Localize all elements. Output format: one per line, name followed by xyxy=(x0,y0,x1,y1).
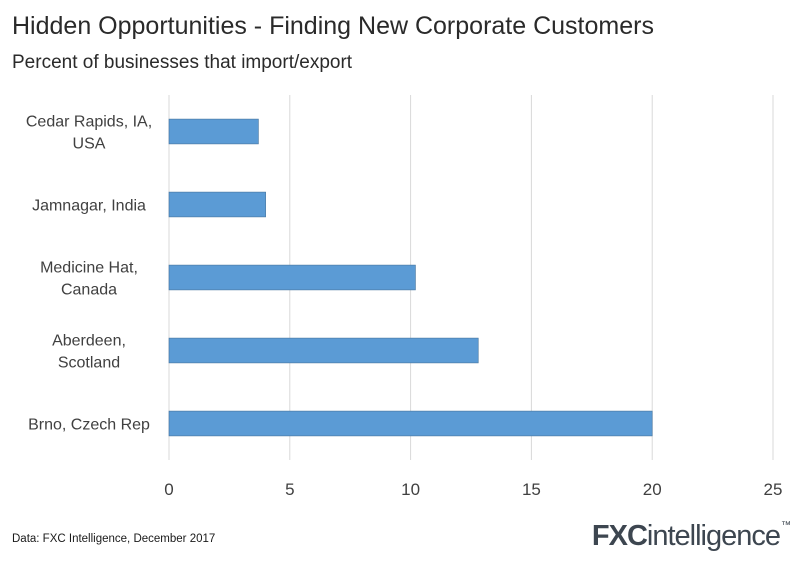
x-tick-label: 20 xyxy=(643,480,662,499)
category-label: Medicine Hat, xyxy=(40,260,138,277)
logo-trademark: ™ xyxy=(781,520,791,531)
x-tick-label: 0 xyxy=(164,480,173,499)
fxc-intelligence-logo: FXCintelligence™ xyxy=(591,520,791,553)
x-tick-label: 25 xyxy=(764,480,783,499)
bar xyxy=(168,264,416,291)
bar xyxy=(168,410,653,437)
bar xyxy=(168,191,266,218)
bar xyxy=(168,118,259,145)
x-tick-label: 10 xyxy=(401,480,420,499)
chart-subtitle: Percent of businesses that import/export xyxy=(12,52,353,73)
source-note: Data: FXC Intelligence, December 2017 xyxy=(12,533,216,545)
chart-title: Hidden Opportunities - Finding New Corpo… xyxy=(12,12,654,40)
category-label: Scotland xyxy=(58,355,120,372)
category-label: USA xyxy=(73,136,106,153)
category-label: Aberdeen, xyxy=(52,333,126,350)
logo-suffix: intelligence xyxy=(646,520,781,552)
logo-prefix: FXC xyxy=(591,520,648,552)
category-label: Jamnagar, India xyxy=(32,198,146,215)
bar xyxy=(168,337,479,364)
category-label: Canada xyxy=(61,282,117,299)
x-tick-label: 5 xyxy=(285,480,294,499)
x-tick-label: 15 xyxy=(522,480,541,499)
category-label: Cedar Rapids, IA, xyxy=(26,114,152,131)
category-label: Brno, Czech Rep xyxy=(28,417,150,434)
